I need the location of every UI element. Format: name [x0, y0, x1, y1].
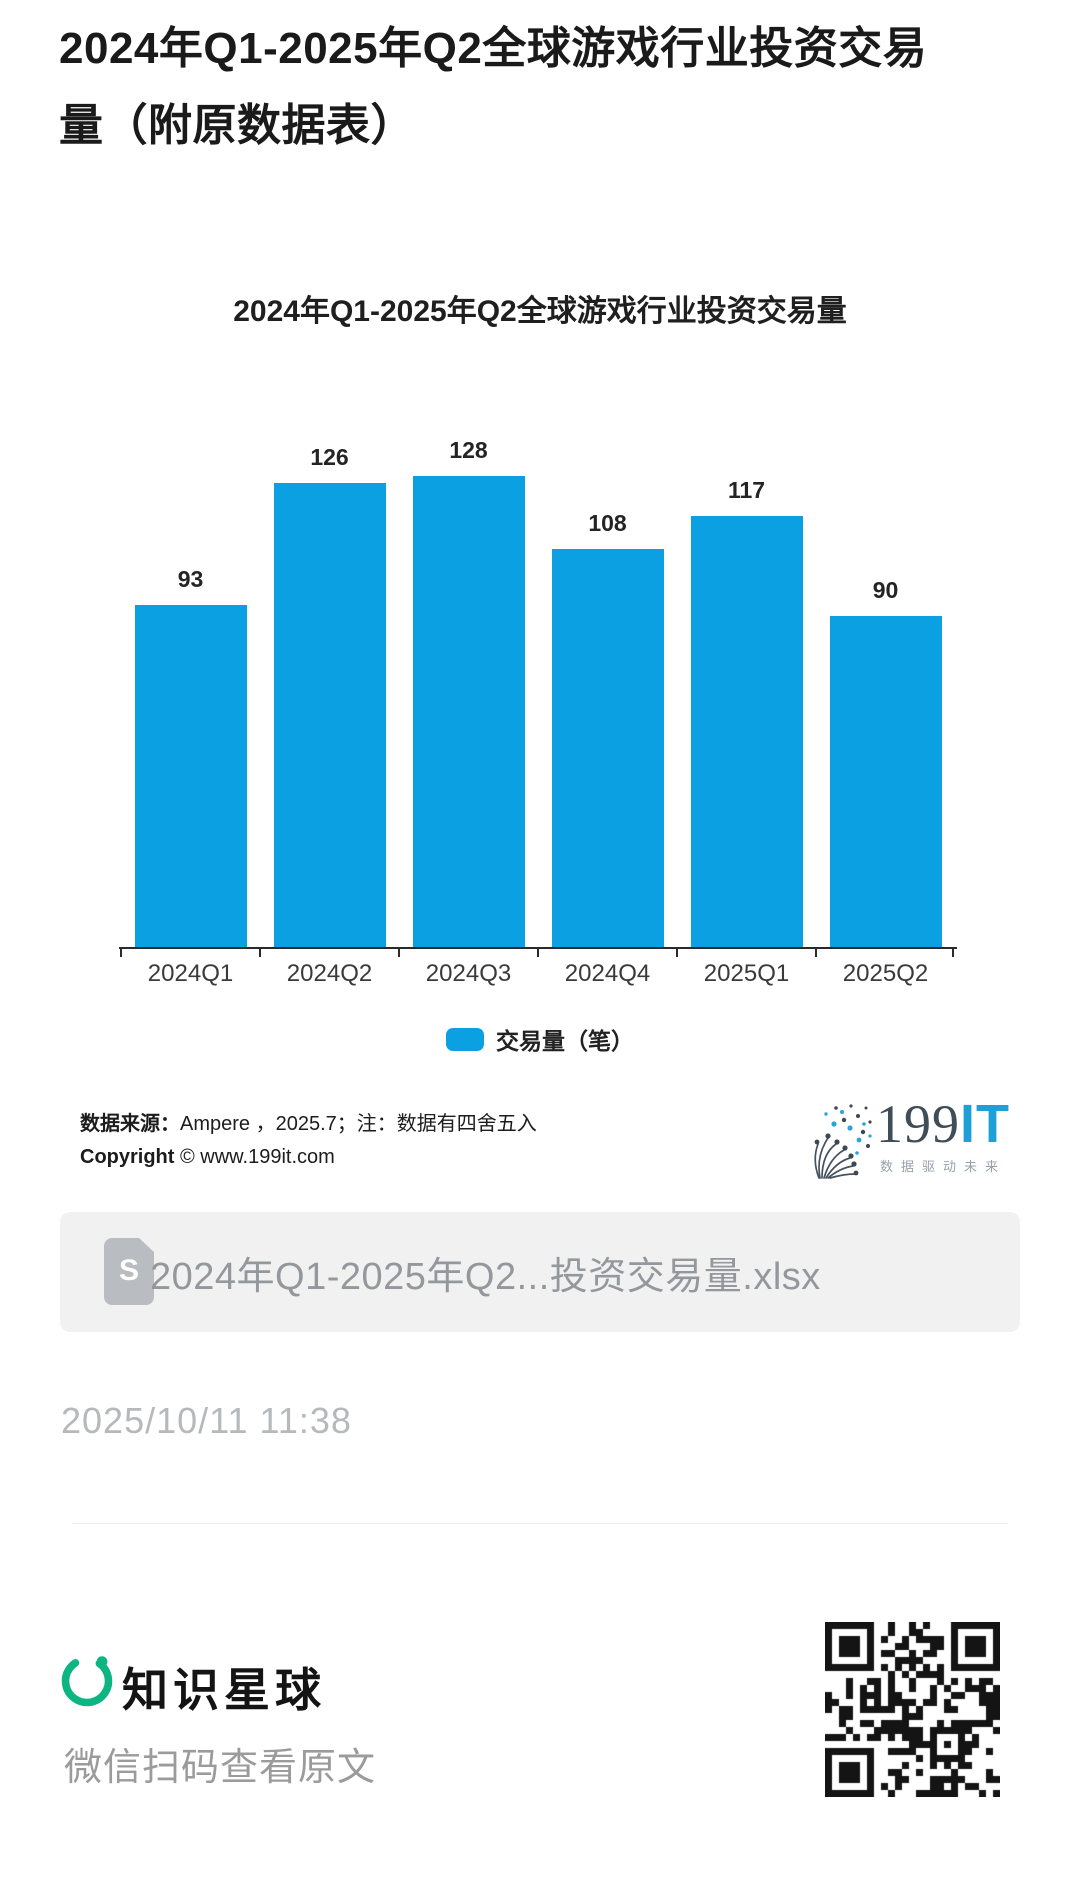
copyright-text: © www.199it.com: [180, 1146, 335, 1168]
199it-logo: 199IT 数据驱动未来: [800, 1094, 1020, 1190]
bar-2024Q4: [551, 549, 664, 948]
bar-2025Q1: [690, 516, 803, 948]
publish-timestamp: 2025/10/11 11:38: [61, 1400, 352, 1441]
bar-value-label: 108: [588, 510, 627, 537]
bar-value-label: 93: [177, 565, 204, 592]
scan-hint-text: 微信扫码查看原文: [64, 1747, 377, 1789]
source-text: Ampere ，2025.7；注：数据有四舍五入: [180, 1113, 537, 1135]
x-axis-label: 2024Q2: [286, 960, 373, 987]
x-axis-label: 2025Q2: [842, 960, 929, 987]
x-axis-label: 2024Q3: [425, 960, 512, 987]
file-icon-letter: S: [118, 1254, 139, 1287]
copyright-label: Copyright: [80, 1146, 175, 1168]
axis-tick: [676, 948, 678, 957]
bar-2024Q2: [273, 483, 386, 948]
bar-2024Q1: [134, 604, 247, 948]
axis-tick: [537, 948, 539, 957]
199it-tagline: 数据驱动未来: [880, 1159, 1007, 1174]
legend-label: 交易量（笔）: [496, 1028, 634, 1054]
source-note: 数据来源：Ampere ，2025.7；注：数据有四舍五入 Copyright …: [80, 1108, 537, 1174]
chart-title: 2024年Q1-2025年Q2全球游戏行业投资交易量: [233, 295, 847, 328]
bar-value-label: 90: [872, 576, 899, 603]
bar-2025Q2: [829, 615, 942, 948]
x-axis-label: 2025Q1: [703, 960, 790, 987]
bar-2024Q3: [412, 475, 525, 948]
chart-column: 93: [121, 408, 260, 948]
bar-value-label: 126: [310, 444, 349, 471]
x-axis-label: 2024Q1: [147, 960, 234, 987]
bar-value-label: 128: [449, 436, 488, 463]
axis-tick: [952, 948, 954, 957]
bar-value-label: 117: [727, 477, 766, 504]
axis-tick: [398, 948, 400, 957]
source-label: 数据来源：: [80, 1113, 180, 1135]
chart-column: 128: [399, 408, 538, 948]
zsxq-brand: 知识星球: [58, 1652, 558, 1716]
axis-tick: [120, 948, 122, 957]
199it-wordmark: 199IT: [876, 1096, 1010, 1152]
legend-swatch: [446, 1027, 484, 1051]
zsxq-brand-name: 知识星球: [122, 1664, 326, 1716]
spreadsheet-file-icon: S: [104, 1238, 154, 1305]
x-axis-label: 2024Q4: [564, 960, 651, 987]
axis-tick: [259, 948, 261, 957]
x-axis-ticks: [120, 948, 956, 958]
zsxq-logo-icon: [61, 1655, 113, 1707]
x-axis-labels: 2024Q1 2024Q2 2024Q3 2024Q4 2025Q1 2025Q2: [121, 960, 955, 988]
axis-tick: [815, 948, 817, 957]
bar-chart-plot-area: 93 126 128 108 117 90: [121, 408, 955, 948]
chart-column: 108: [538, 408, 677, 948]
chart-column: 117: [677, 408, 816, 948]
source-line-2: Copyright © www.199it.com: [80, 1141, 537, 1174]
logo-199: 199: [876, 1094, 960, 1154]
attachment-card[interactable]: S 2024年Q1-2025年Q2...投资交易量.xlsx: [60, 1212, 1020, 1332]
chart-column: 90: [816, 408, 955, 948]
chart-column: 126: [260, 408, 399, 948]
qr-code: [825, 1622, 1000, 1797]
attachment-filename: 2024年Q1-2025年Q2...投资交易量.xlsx: [150, 1255, 821, 1298]
section-divider: [72, 1523, 1008, 1524]
page-title: 2024年Q1-2025年Q2全球游戏行业投资交易量（附原数据表）: [59, 24, 928, 150]
logo-it: IT: [960, 1094, 1010, 1154]
chart-legend: 交易量（笔）: [0, 1022, 1080, 1056]
dandelion-icon: [814, 1104, 872, 1179]
source-line-1: 数据来源：Ampere ，2025.7；注：数据有四舍五入: [80, 1108, 537, 1141]
